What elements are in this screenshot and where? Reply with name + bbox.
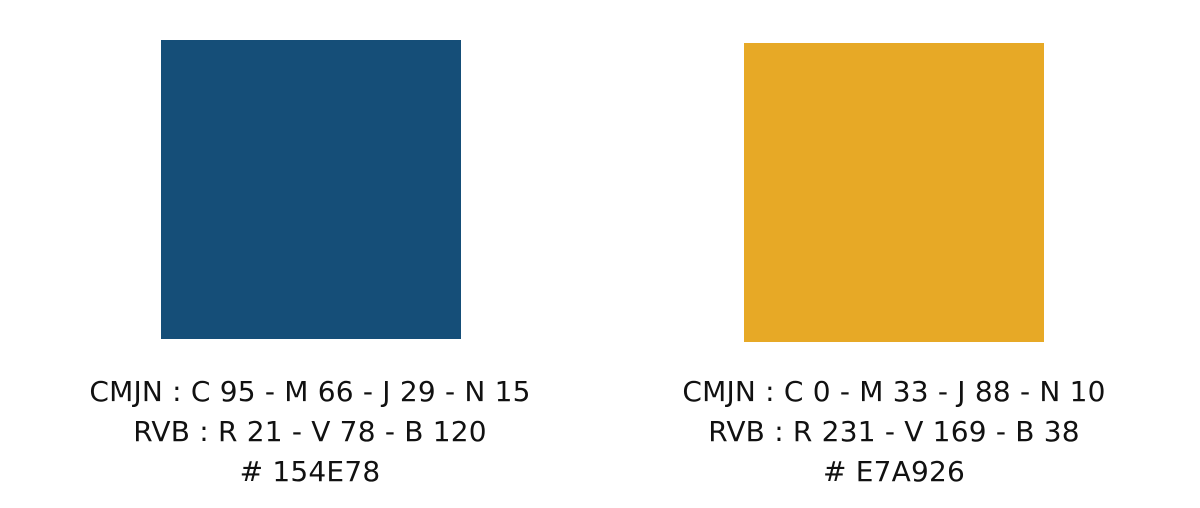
color-swatch-blue: [161, 40, 461, 339]
swatch-card-blue: CMJN : C 95 - M 66 - J 29 - N 15 RVB : R…: [10, 0, 610, 508]
hex-label: # 154E78: [239, 455, 381, 488]
rvb-label: RVB : R 21 - V 78 - B 120: [133, 415, 487, 448]
cmjn-label: CMJN : C 95 - M 66 - J 29 - N 15: [89, 375, 531, 408]
swatch-labels: CMJN : C 95 - M 66 - J 29 - N 15 RVB : R…: [10, 372, 610, 492]
cmjn-label: CMJN : C 0 - M 33 - J 88 - N 10: [682, 375, 1106, 408]
swatch-card-yellow: CMJN : C 0 - M 33 - J 88 - N 10 RVB : R …: [594, 0, 1194, 508]
swatch-labels: CMJN : C 0 - M 33 - J 88 - N 10 RVB : R …: [594, 372, 1194, 492]
color-swatch-yellow: [744, 43, 1044, 342]
rvb-label: RVB : R 231 - V 169 - B 38: [708, 415, 1080, 448]
hex-label: # E7A926: [822, 455, 966, 488]
